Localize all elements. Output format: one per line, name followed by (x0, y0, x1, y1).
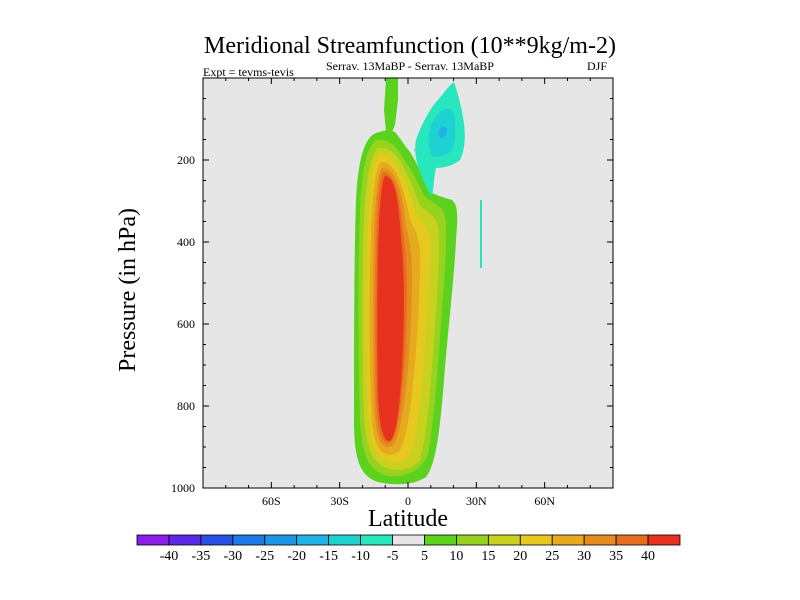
x-axis-label: Latitude (368, 506, 448, 532)
y-tick-label: 200 (177, 153, 195, 167)
colorbar-swatch (519, 534, 553, 546)
colorbar-swatch (328, 534, 361, 546)
y-axis-label: Pressure (in hPa) (115, 208, 141, 372)
colorbar-label: 10 (449, 549, 463, 564)
colorbar-swatch (200, 534, 234, 546)
contour-level-neg15-upper (438, 126, 447, 138)
x-tick-label: 60N (534, 494, 555, 508)
y-tick-label: 600 (177, 317, 195, 331)
subtitle-right: DJF (587, 59, 607, 73)
y-axis: 200 400 600 800 1000 (171, 77, 613, 495)
colorbar-label: -15 (319, 549, 338, 564)
colorbar-label: 30 (577, 549, 591, 564)
colorbar-label: -10 (351, 549, 370, 564)
subtitle-center: Serrav. 13MaBP - Serrav. 13MaBP (326, 59, 494, 73)
x-axis: 60S 30S 0 30N 60N (202, 78, 614, 508)
x-tick-label: 30N (466, 494, 487, 508)
colorbar-label: -5 (387, 549, 399, 564)
x-tick-label: 60S (262, 494, 281, 508)
colorbar-label: -30 (223, 549, 242, 564)
colorbar-label: 15 (481, 549, 495, 564)
colorbar-label: -20 (287, 549, 306, 564)
colorbar-swatch (168, 534, 202, 546)
colorbar-swatch (647, 534, 681, 546)
y-tick-label: 1000 (171, 481, 195, 495)
colorbar-swatch (487, 534, 521, 546)
x-tick-label: 30S (330, 494, 349, 508)
contour-level-5-tongue (384, 78, 398, 132)
colorbar-label: 40 (641, 549, 655, 564)
y-tick-label: 800 (177, 399, 195, 413)
colorbar-swatch (615, 534, 649, 546)
contour-level-40 (377, 176, 404, 441)
colorbar-swatch (360, 534, 393, 546)
colorbar-swatch (551, 534, 585, 546)
colorbar-label: 5 (421, 549, 428, 564)
contour-layers (354, 78, 482, 485)
x-tick-label: 0 (405, 494, 411, 508)
colorbar-label: 25 (545, 549, 559, 564)
colorbar-swatch (424, 534, 457, 546)
colorbar-swatch (136, 534, 170, 546)
colorbar-swatch (264, 534, 298, 546)
contour-level-neg5-strip (480, 200, 482, 268)
colorbar-label: -25 (255, 549, 274, 564)
contour-neg5-upper-tail (413, 149, 421, 153)
colorbar-swatch (296, 534, 330, 546)
colorbar-swatch (392, 534, 425, 546)
colorbar-label: 35 (609, 549, 623, 564)
chart-title: Meridional Streamfunction (10**9kg/m-2) (204, 33, 616, 59)
colorbar: -40 -35 -30 -25 -20 -15 -10 -5 5 10 15 20 25 30 35 40 (136, 534, 681, 564)
y-tick-label: 400 (177, 235, 195, 249)
colorbar-swatch (583, 534, 617, 546)
subtitle-left: Expt = tevms-tevis (203, 65, 294, 79)
colorbar-label: -35 (192, 549, 211, 564)
colorbar-label: 20 (513, 549, 527, 564)
colorbar-swatch (232, 534, 266, 546)
colorbar-swatch (456, 534, 489, 546)
colorbar-label: -40 (160, 549, 179, 564)
